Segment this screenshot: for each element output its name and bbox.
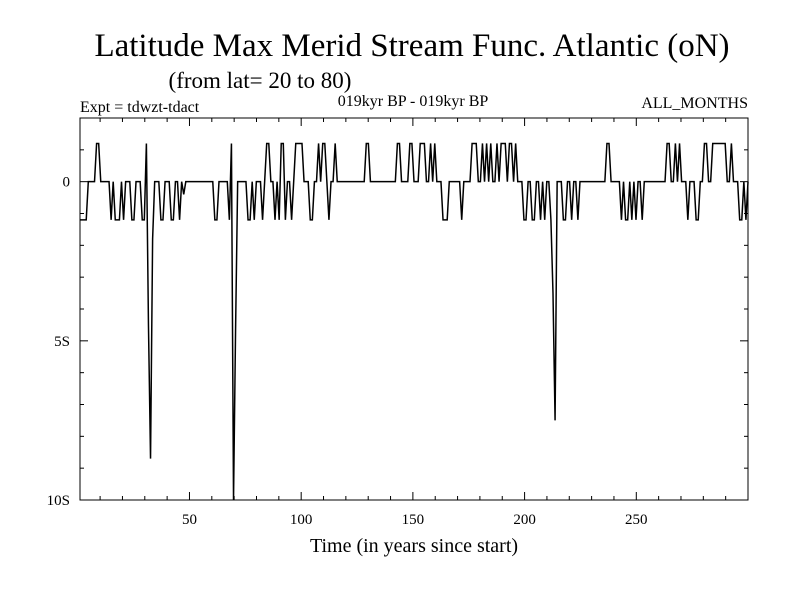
x-tick-labels: 50 100 150 200 250 [182,512,648,528]
x-tick-label: 100 [290,512,313,528]
experiment-label: Expt = tdwzt-tdact [80,99,200,116]
x-tick-label: 50 [182,512,197,528]
months-label: ALL_MONTHS [641,95,748,112]
y-tick-labels: 0 5S 10S [47,175,70,509]
chart-subtitle: (from lat= 20 to 80) [169,68,352,93]
y-tick-label: 10S [47,493,70,509]
x-tick-label: 250 [625,512,648,528]
chart-title: Latitude Max Merid Stream Func. Atlantic… [94,28,729,64]
series-line [80,142,749,501]
x-tick-label: 200 [513,512,536,528]
axis-ticks [80,117,748,501]
x-tick-label: 150 [402,512,425,528]
y-tick-label: 5S [54,334,70,350]
y-tick-label: 0 [63,175,71,191]
x-axis-label: Time (in years since start) [310,535,518,557]
period-label: 019kyr BP - 019kyr BP [338,93,489,110]
